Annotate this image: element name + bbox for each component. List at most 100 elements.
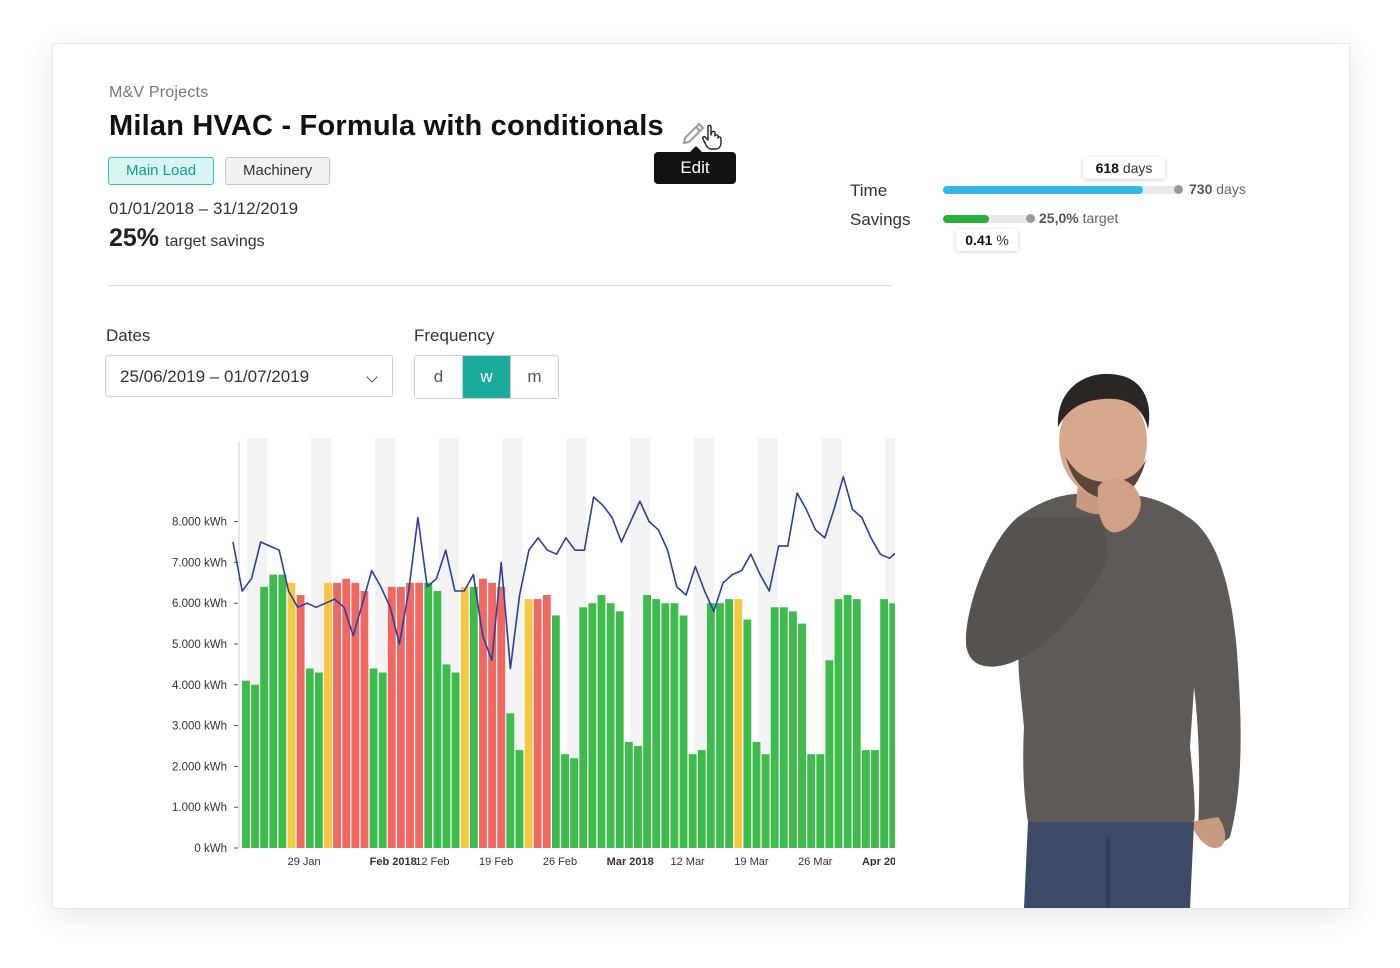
bar	[706, 603, 715, 848]
edit-tooltip: Edit	[654, 146, 736, 184]
bar	[305, 668, 314, 848]
bar	[242, 680, 250, 848]
dates-label: Dates	[106, 326, 151, 345]
energy-chart: 0 kWh 1.000 kWh 2.000 kWh 3.000 kWh 4.000 kW…	[172, 438, 895, 866]
bar	[360, 590, 369, 848]
bar	[716, 603, 724, 848]
baseline-line	[232, 475, 895, 670]
savings-current-badge: 0.41 %	[956, 229, 1018, 251]
bar	[551, 615, 560, 848]
bar	[615, 611, 624, 848]
bar	[861, 750, 870, 848]
bar	[779, 607, 788, 848]
x-tick-label: Mar 2018	[607, 856, 654, 866]
frequency-label: Frequency	[414, 326, 495, 345]
time-total-value: 730	[1189, 181, 1213, 197]
bar	[825, 660, 834, 848]
y-tick-label: 0 kWh	[194, 843, 227, 855]
bar	[333, 582, 342, 848]
edit-button[interactable]	[681, 114, 725, 150]
bar	[488, 582, 496, 848]
bar	[469, 586, 478, 848]
bar	[880, 599, 889, 848]
frequency-day-button[interactable]: d	[415, 356, 462, 398]
bar	[542, 595, 551, 848]
hand-pointer-icon	[702, 124, 722, 150]
project-card: M&V Projects Milan HVAC - Formula with c…	[52, 43, 1350, 909]
bar	[570, 758, 579, 848]
dates-dropdown[interactable]: 25/06/2019 – 01/07/2019	[105, 355, 393, 397]
tag-main-load[interactable]: Main Load	[108, 157, 215, 185]
bar	[579, 607, 588, 848]
savings-current-unit: %	[996, 232, 1009, 248]
y-tick-label: 8.000 kWh	[172, 517, 227, 529]
bar	[634, 746, 642, 848]
pencil-icon	[682, 122, 705, 145]
bar	[789, 611, 797, 848]
savings-target-value: 25,0%	[1039, 210, 1079, 226]
bar	[624, 741, 633, 848]
bar	[415, 582, 424, 848]
bar	[752, 741, 761, 848]
bar	[324, 582, 332, 848]
y-tick-label: 3.000 kWh	[172, 721, 227, 733]
bar	[442, 664, 451, 848]
bar	[251, 684, 259, 848]
bar	[424, 582, 433, 848]
savings-current-value: 0.41	[965, 232, 993, 248]
time-progress-fill	[943, 186, 1143, 194]
frequency-month-button[interactable]: m	[510, 356, 558, 398]
bar	[852, 599, 861, 848]
x-tick-label: 26 Mar	[798, 856, 833, 866]
savings-progress-label: Savings	[850, 210, 911, 229]
bar	[378, 672, 387, 848]
bar	[561, 754, 569, 848]
savings-target: 25,0% target	[1039, 210, 1118, 226]
bar	[369, 668, 378, 848]
savings-target-marker	[1026, 214, 1035, 223]
frequency-week-button[interactable]: w	[462, 356, 510, 398]
breadcrumb[interactable]: M&V Projects	[109, 84, 209, 101]
time-current-value: 618	[1095, 160, 1119, 176]
bar	[643, 595, 651, 848]
bar	[479, 578, 487, 848]
bar	[816, 754, 825, 848]
bar	[834, 599, 843, 848]
y-tick-label: 5.000 kWh	[172, 639, 227, 651]
x-tick-label: 19 Mar	[734, 856, 769, 866]
bar	[524, 599, 533, 848]
project-date-range: 01/01/2018 – 31/12/2019	[109, 199, 299, 218]
bar	[497, 586, 506, 848]
bar	[269, 574, 278, 848]
y-tick-label: 4.000 kWh	[172, 680, 227, 692]
bar	[725, 599, 734, 848]
bar	[679, 615, 688, 848]
tag-machinery[interactable]: Machinery	[225, 157, 331, 185]
y-tick-label: 1.000 kWh	[172, 802, 227, 814]
bar	[871, 750, 879, 848]
bar	[515, 750, 524, 848]
frequency-toggle: d w m	[414, 355, 559, 399]
time-current-badge: 618 days	[1083, 157, 1165, 179]
y-tick-label: 6.000 kWh	[172, 598, 227, 610]
chevron-down-icon	[366, 371, 378, 383]
bar	[652, 599, 661, 848]
x-tick-label: Feb 2018	[370, 856, 417, 866]
bar	[451, 672, 460, 848]
x-tick-label: 29 Jan	[288, 856, 321, 866]
savings-target-word: target	[1082, 210, 1119, 226]
bar	[688, 754, 697, 848]
person-thinking-image	[965, 373, 1241, 908]
target-savings-value: 25%	[109, 224, 160, 252]
bar	[506, 713, 515, 848]
bar	[743, 619, 752, 848]
bar	[889, 603, 895, 848]
target-savings-label: target savings	[165, 233, 265, 250]
time-current-unit: days	[1122, 160, 1153, 176]
bar	[843, 595, 852, 848]
bar	[798, 623, 806, 848]
bar	[670, 603, 679, 848]
bar	[697, 750, 706, 848]
savings-progress-fill	[943, 215, 989, 223]
dates-dropdown-value: 25/06/2019 – 01/07/2019	[120, 367, 310, 386]
